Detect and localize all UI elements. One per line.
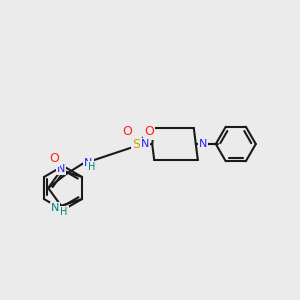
Text: N: N <box>199 139 207 149</box>
Text: O: O <box>144 125 154 139</box>
Text: H: H <box>88 162 95 172</box>
Text: N: N <box>51 203 59 213</box>
Text: N: N <box>84 158 93 168</box>
Text: N: N <box>141 139 149 149</box>
Text: O: O <box>49 152 59 166</box>
Text: N: N <box>57 164 65 174</box>
Text: H: H <box>60 207 68 217</box>
Text: O: O <box>122 125 132 139</box>
Text: S: S <box>132 139 140 152</box>
